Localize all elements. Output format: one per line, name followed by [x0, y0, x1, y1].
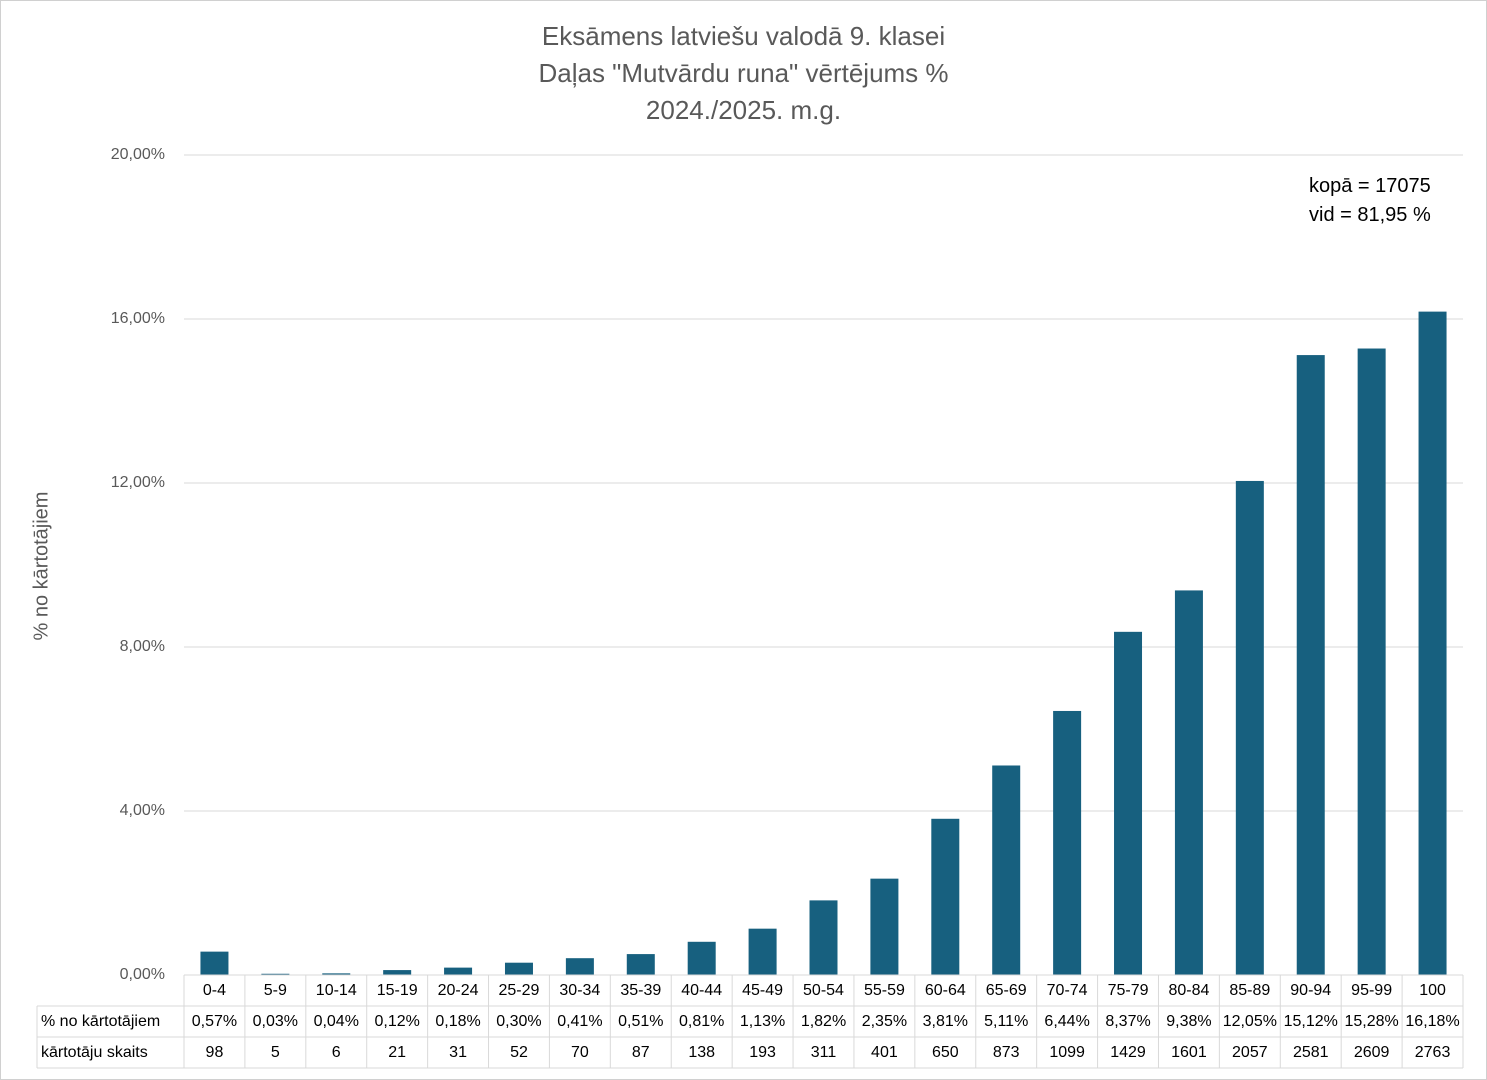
data-label: 0,41% [557, 1013, 602, 1030]
data-label: 1,82% [801, 1013, 846, 1030]
y-tick-label: 16,00% [110, 310, 165, 327]
data-label: 0,04% [314, 1013, 359, 1030]
y-tick-label: 12,00% [110, 474, 165, 491]
bar [1053, 710, 1082, 975]
bar [626, 954, 655, 975]
x-tick-label: 100 [1419, 982, 1446, 999]
chart-title-line-3: 2024./2025. m.g. [645, 95, 842, 125]
data-label: 1429 [1110, 1044, 1146, 1061]
x-tick-label: 15-19 [377, 982, 418, 999]
x-tick-label: 80-84 [1168, 982, 1209, 999]
x-tick-label: 35-39 [620, 982, 661, 999]
data-label: 5 [271, 1044, 280, 1061]
table-row-label: kārtotāju skaits [41, 1044, 148, 1061]
x-tick-label: 30-34 [559, 982, 600, 999]
data-label: 2609 [1354, 1044, 1390, 1061]
bar [565, 958, 594, 975]
bar [1418, 311, 1447, 975]
y-tick-label: 0,00% [119, 966, 165, 983]
chart-title-line-2: Daļas "Mutvārdu runa" vērtējums % [538, 58, 949, 88]
data-label: 21 [388, 1044, 406, 1061]
x-tick-label: 95-99 [1351, 982, 1392, 999]
bar [504, 962, 533, 975]
x-tick-label: 60-64 [925, 982, 966, 999]
bar [809, 900, 838, 975]
bar [748, 928, 777, 975]
annotation-average: vid = 81,95 % [1309, 204, 1431, 226]
y-tick-label: 20,00% [110, 146, 165, 163]
bar [992, 765, 1021, 975]
x-tick-label: 70-74 [1047, 982, 1088, 999]
data-label: 31 [449, 1044, 467, 1061]
bar [1357, 348, 1386, 975]
data-label: 0,30% [496, 1013, 541, 1030]
chart-title-line-1: Eksāmens latviešu valodā 9. klasei [541, 21, 946, 51]
data-label: 2057 [1232, 1044, 1268, 1061]
data-label: 15,12% [1284, 1013, 1338, 1030]
bar [200, 951, 229, 975]
data-label: 0,57% [192, 1013, 237, 1030]
bar [261, 973, 290, 975]
x-tick-label: 85-89 [1229, 982, 1270, 999]
x-tick-label: 65-69 [986, 982, 1027, 999]
data-label: 1,13% [740, 1013, 785, 1030]
bar [1174, 590, 1203, 975]
data-label: 98 [206, 1044, 224, 1061]
bar [1296, 355, 1325, 976]
bar [444, 967, 473, 975]
data-label: 193 [749, 1044, 776, 1061]
x-tick-label: 90-94 [1290, 982, 1331, 999]
y-tick-label: 4,00% [119, 802, 165, 819]
x-tick-label: 20-24 [438, 982, 479, 999]
data-label: 311 [811, 1044, 837, 1061]
x-tick-label: 25-29 [499, 982, 540, 999]
annotation-total: kopā = 17075 [1309, 175, 1431, 197]
data-label: 6 [332, 1044, 341, 1061]
x-tick-label: 10-14 [316, 982, 357, 999]
table-row-label: % no kārtotājiem [41, 1013, 160, 1030]
data-label: 0,03% [253, 1013, 298, 1030]
data-label: 0,81% [679, 1013, 724, 1030]
data-label: 15,28% [1345, 1013, 1399, 1030]
data-label: 3,81% [923, 1013, 968, 1030]
data-label: 16,18% [1405, 1013, 1459, 1030]
data-label: 2763 [1415, 1044, 1451, 1061]
bar [383, 970, 412, 975]
data-label: 0,51% [618, 1013, 663, 1030]
data-label: 5,11% [984, 1013, 1028, 1030]
data-label: 6,44% [1044, 1013, 1089, 1030]
data-label: 12,05% [1223, 1013, 1277, 1030]
x-tick-label: 5-9 [264, 982, 287, 999]
data-label: 401 [871, 1044, 898, 1061]
bar [1114, 631, 1143, 975]
data-label: 2581 [1293, 1044, 1329, 1061]
bar [322, 973, 351, 975]
data-label: 70 [571, 1044, 589, 1061]
y-tick-label: 8,00% [119, 638, 165, 655]
data-label: 1099 [1049, 1044, 1085, 1061]
x-tick-label: 50-54 [803, 982, 844, 999]
data-label: 1601 [1171, 1044, 1207, 1061]
x-tick-label: 55-59 [864, 982, 905, 999]
x-tick-label: 75-79 [1108, 982, 1149, 999]
x-tick-label: 45-49 [742, 982, 783, 999]
bar [870, 878, 899, 975]
data-label: 873 [993, 1044, 1020, 1061]
data-label: 650 [932, 1044, 959, 1061]
x-tick-label: 0-4 [203, 982, 226, 999]
data-label: 138 [688, 1044, 715, 1061]
data-label: 52 [510, 1044, 528, 1061]
data-label: 0,18% [435, 1013, 480, 1030]
bar [687, 941, 716, 975]
data-label: 0,12% [374, 1013, 419, 1030]
x-tick-label: 40-44 [681, 982, 722, 999]
data-label: 8,37% [1105, 1013, 1150, 1030]
data-label: 9,38% [1166, 1013, 1211, 1030]
data-label: 2,35% [862, 1013, 907, 1030]
bar [1235, 480, 1264, 975]
data-label: 87 [632, 1044, 650, 1061]
bar [931, 818, 960, 975]
